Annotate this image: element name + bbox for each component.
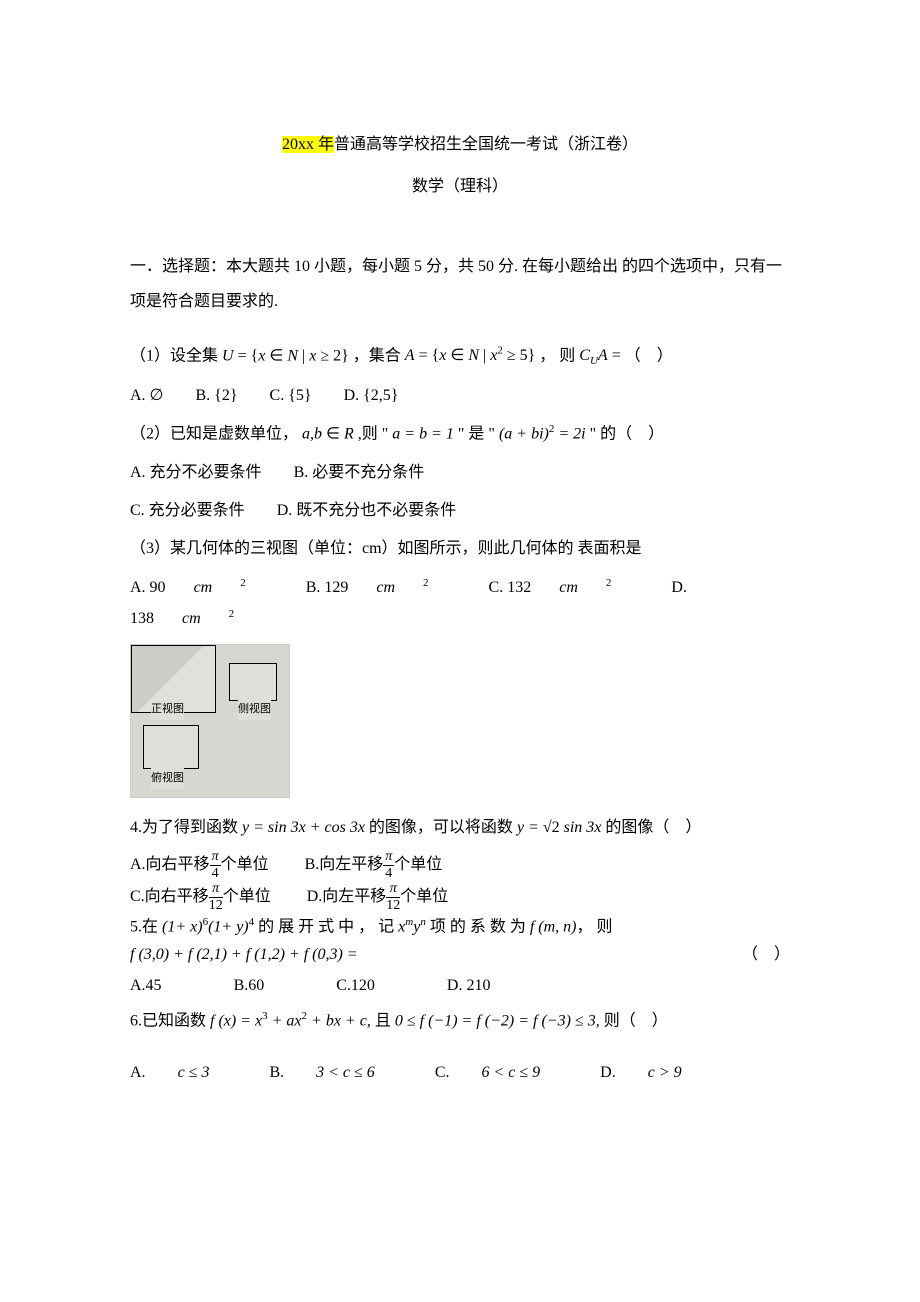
q2-opt-d: D. 既不充分也不必要条件 <box>277 502 457 519</box>
q5-line-2: f (3,0) + f (2,1) + f (1,2) + f (0,3) = … <box>130 941 790 968</box>
frac-pi-12-b: π12 <box>386 881 400 913</box>
q1-opt-a: A. ∅ <box>130 387 164 404</box>
q1-text-b: ，集合 <box>353 347 405 364</box>
q6-options: A. c ≤ 3 B. 3 < c ≤ 6 C. 6 < c ≤ 9 D. c … <box>130 1058 790 1088</box>
q2-text-a: （2）已知是虚数单位， <box>130 425 298 442</box>
q1-complement: CUA = <box>579 347 624 364</box>
section-intro: 一．选择题：本大题共 10 小题，每小题 5 分，共 50 分. 在每小题给出 … <box>130 249 790 319</box>
q5-line-1: 5.在 (1+ x)6(1+ y)4 的 展 开 式 中 ， 记 xmyn 项 … <box>130 913 790 941</box>
exam-subtitle: 数学（理科） <box>130 172 790 202</box>
q2-opt-c: C. 充分必要条件 <box>130 502 245 519</box>
q4-opt-b: B.向左平移π4个单位 <box>305 856 443 873</box>
q2-opt-b: B. 必要不充分条件 <box>294 464 425 481</box>
q5-opt-d: D. 210 <box>447 977 491 994</box>
q1-text-c: ， 则 <box>539 347 579 364</box>
question-2: （2）已知是虚数单位， a,b ∈ R ,则 " a = b = 1 " 是 "… <box>130 419 790 450</box>
q6-opt-c: C. 6 < c ≤ 9 <box>435 1064 568 1081</box>
q2-options-2: C. 充分必要条件 D. 既不充分也不必要条件 <box>130 496 790 526</box>
q1-options: A. ∅ B. {2} C. {5} D. {2,5} <box>130 381 790 411</box>
q1-set-U: U = {x ∈ N | x ≥ 2} <box>222 347 349 364</box>
q2-opt-a: A. 充分不必要条件 <box>130 464 262 481</box>
three-view-figure: 正视图 侧视图 俯视图 <box>130 644 790 798</box>
q4-options: A.向右平移π4个单位 B.向左平移π4个单位 C.向右平移π12个单位 D.向… <box>130 849 790 913</box>
side-view-label: 侧视图 <box>238 699 271 720</box>
side-view-box <box>229 663 277 701</box>
q3-opt-c: C. 132cm2 <box>489 579 640 596</box>
q4-opt-d: D.向左平移π12个单位 <box>307 888 449 905</box>
frac-pi-4: π4 <box>210 849 221 881</box>
figure-placeholder: 正视图 侧视图 俯视图 <box>130 644 290 798</box>
q4-opt-a: A.向右平移π4个单位 <box>130 856 269 873</box>
frac-pi-4-b: π4 <box>383 849 394 881</box>
question-6: 6.已知函数 f (x) = x3 + ax2 + bx + c, 且 0 ≤ … <box>130 1007 790 1035</box>
q4-opt-c: C.向右平移π12个单位 <box>130 888 271 905</box>
q6-opt-a: A. c ≤ 3 <box>130 1064 237 1081</box>
frac-pi-12: π12 <box>209 881 223 913</box>
q6-opt-d: D. c > 9 <box>600 1064 709 1081</box>
q1-set-A: A = {x ∈ N | x2 ≥ 5} <box>405 347 535 364</box>
q5-opt-a: A.45 <box>130 977 162 994</box>
q5-opt-b: B.60 <box>234 977 265 994</box>
q3-opt-b: B. 129cm2 <box>306 579 457 596</box>
q6-opt-b: B. 3 < c ≤ 6 <box>269 1064 402 1081</box>
question-1: （1）设全集 U = {x ∈ N | x ≥ 2} ，集合 A = {x ∈ … <box>130 341 790 372</box>
q1-blank: （ ） <box>625 347 673 364</box>
year-highlight: 20xx 年 <box>282 136 334 153</box>
exam-title: 20xx 年普通高等学校招生全国统一考试（浙江卷） <box>130 130 790 160</box>
question-5: 5.在 (1+ x)6(1+ y)4 的 展 开 式 中 ， 记 xmyn 项 … <box>130 913 790 968</box>
q2-options-1: A. 充分不必要条件 B. 必要不充分条件 <box>130 458 790 488</box>
front-view-label: 正视图 <box>151 699 184 720</box>
q1-opt-b: B. {2} <box>196 387 238 404</box>
title-rest: 普通高等学校招生全国统一考试（浙江卷） <box>334 136 638 153</box>
q1-opt-d: D. {2,5} <box>344 387 399 404</box>
q5-opt-c: C.120 <box>336 977 375 994</box>
q5-options: A.45 B.60 C.120 D. 210 <box>130 972 790 999</box>
q1-text-a: （1）设全集 <box>130 347 218 364</box>
top-view-label: 俯视图 <box>151 768 184 789</box>
q3-opt-a: A. 90cm2 <box>130 579 274 596</box>
q1-opt-c: C. {5} <box>270 387 312 404</box>
top-view-box <box>143 725 199 769</box>
question-4: 4.为了得到函数 y = sin 3x + cos 3x 的图像，可以将函数 y… <box>130 814 790 841</box>
q3-options: A. 90cm2 B. 129cm2 C. 132cm2 D. 138cm2 <box>130 573 790 634</box>
question-3: （3）某几何体的三视图（单位：cm）如图所示，则此几何体的 表面积是 <box>130 534 790 564</box>
